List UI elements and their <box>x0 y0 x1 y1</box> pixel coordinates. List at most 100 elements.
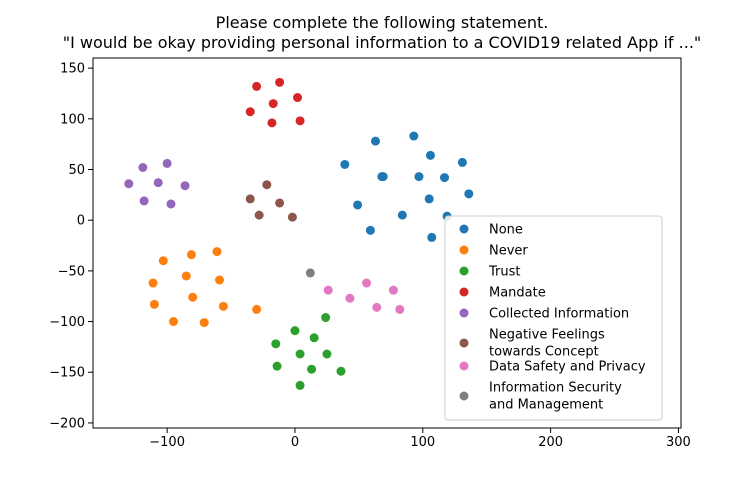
x-tick-label: 100 <box>410 435 435 450</box>
data-point <box>218 301 228 311</box>
data-point <box>295 380 305 390</box>
series-group <box>245 77 305 128</box>
data-point <box>199 318 209 328</box>
legend-marker <box>459 245 469 255</box>
data-point <box>336 366 346 376</box>
data-point <box>295 349 305 359</box>
legend-label: Information Security and Management <box>489 381 622 413</box>
data-point <box>414 172 424 182</box>
data-point <box>372 302 382 312</box>
data-point <box>425 150 435 160</box>
y-tick-label: 50 <box>68 163 85 178</box>
data-point <box>268 99 278 109</box>
series-group <box>271 313 346 390</box>
data-point <box>148 278 158 288</box>
legend-marker <box>459 287 469 297</box>
data-point <box>378 172 388 182</box>
data-point <box>464 189 474 199</box>
legend-label: Never <box>489 244 528 259</box>
data-point <box>180 181 190 191</box>
legend-label: Data Safety and Privacy <box>489 360 646 375</box>
series-group <box>124 158 190 209</box>
data-point <box>388 285 398 295</box>
legend-marker <box>459 361 469 371</box>
data-point <box>139 196 149 206</box>
data-point <box>322 349 332 359</box>
legend-box <box>444 215 663 421</box>
data-point <box>345 293 355 303</box>
legend-label: Trust <box>488 265 520 280</box>
data-point <box>293 93 303 103</box>
data-point <box>440 173 450 183</box>
x-tick-label: −100 <box>149 435 185 450</box>
data-point <box>267 118 277 128</box>
data-point <box>309 333 319 343</box>
x-tick-label: 200 <box>538 435 563 450</box>
x-tick-label: 0 <box>291 435 299 450</box>
y-tick-label: 150 <box>60 62 85 77</box>
chart-title-line-1: Please complete the following statement. <box>216 13 549 32</box>
series-group <box>245 180 297 222</box>
data-point <box>124 179 134 189</box>
legend: None Never Trust Mandate Collected Informati… <box>444 215 663 421</box>
data-point <box>166 199 176 209</box>
data-point <box>365 225 375 235</box>
y-tick-label: −150 <box>49 366 85 381</box>
data-point <box>212 247 222 257</box>
data-point <box>153 178 163 188</box>
plot-area-frame <box>92 57 682 429</box>
y-tick-label: −100 <box>49 315 85 330</box>
data-point <box>252 304 262 314</box>
series-group <box>148 247 262 328</box>
data-point <box>252 81 262 91</box>
data-point <box>275 77 285 87</box>
axis-ticks: −100 0 100 200 300 −200 −150 −100 −50 0 50 100 150 <box>49 62 691 450</box>
data-point <box>138 162 148 172</box>
data-points <box>124 77 474 390</box>
data-point <box>362 278 372 288</box>
data-point <box>181 271 191 281</box>
data-point <box>162 158 172 168</box>
legend-marker <box>459 308 469 318</box>
data-point <box>323 285 333 295</box>
data-point <box>272 361 282 371</box>
legend-label: None <box>489 223 523 238</box>
data-point <box>353 200 363 210</box>
y-tick-label: 0 <box>77 214 85 229</box>
legend-label: Negative Feelings towards Concept <box>489 328 605 360</box>
legend-marker <box>459 224 469 234</box>
data-point <box>321 313 331 323</box>
chart-title-line-2: "I would be okay providing personal info… <box>63 33 702 52</box>
data-point <box>169 317 179 327</box>
legend-label: Mandate <box>489 286 546 301</box>
data-point <box>427 232 437 242</box>
data-point <box>457 157 467 167</box>
y-tick-label: −50 <box>58 264 85 279</box>
data-point <box>397 210 407 220</box>
data-point <box>245 194 255 204</box>
data-point <box>215 275 225 285</box>
data-point <box>186 250 196 260</box>
data-point <box>424 194 434 204</box>
series-group <box>305 268 315 278</box>
data-point <box>275 198 285 208</box>
data-point <box>409 131 419 141</box>
data-point <box>271 339 281 349</box>
data-point <box>307 364 317 374</box>
data-point <box>149 299 159 309</box>
data-point <box>290 326 300 336</box>
legend-label: Collected Information <box>489 307 629 322</box>
data-point <box>188 292 198 302</box>
series-group <box>340 131 474 242</box>
legend-marker <box>459 266 469 276</box>
data-point <box>295 116 305 126</box>
data-point <box>370 136 380 146</box>
data-point <box>158 256 168 266</box>
data-point <box>287 212 297 222</box>
series-group <box>323 278 405 314</box>
data-point <box>245 107 255 117</box>
y-tick-label: 100 <box>60 112 85 127</box>
data-point <box>395 304 405 314</box>
x-tick-label: 300 <box>666 435 691 450</box>
